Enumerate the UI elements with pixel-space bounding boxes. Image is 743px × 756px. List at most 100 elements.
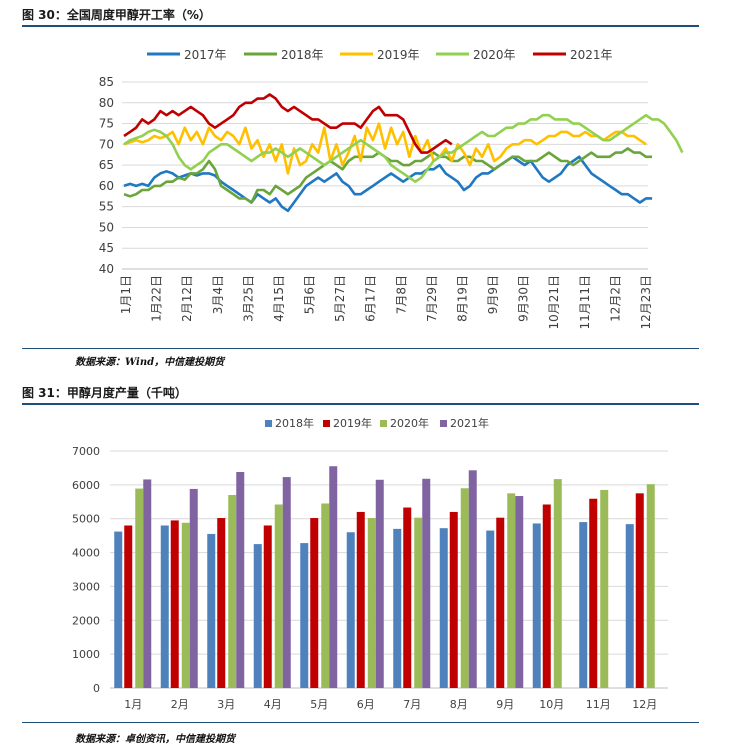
bar-2018年-10月 [532,523,541,688]
bar-2019年-8月 [449,511,458,688]
x-tick-label: 7月8日 [394,275,408,314]
bar-2021年-8月 [468,470,477,688]
bar-2018年-2月 [160,525,169,688]
x-tick-label: 1月22日 [150,275,164,322]
bar-2018年-1月 [114,531,123,688]
bar-2021年-1月 [143,479,152,688]
y-tick-label: 70 [99,137,114,151]
bar-2018年-8月 [439,528,448,688]
y-tick-label: 0 [93,682,100,695]
y-tick-label: 5000 [72,513,100,526]
bar-2018年-11月 [579,522,588,688]
bar-2019年-7月 [403,507,412,688]
bar-2020年-3月 [228,495,237,688]
bar-2021年-3月 [236,471,245,688]
y-tick-label: 3000 [72,580,100,593]
bar-2020年-5月 [321,503,330,688]
x-tick-label: 6月17日 [364,275,378,322]
series-line-2021年 [123,93,453,154]
x-tick-label: 1月 [124,698,142,711]
y-tick-label: 85 [99,75,114,89]
title-rule-top [22,25,699,27]
bar-2020年-4月 [274,504,283,688]
series-line-2019年 [123,122,647,175]
bar-2021年-6月 [375,479,384,688]
bar-2020年-9月 [507,493,516,688]
x-tick-label: 2月12日 [180,275,194,322]
y-tick-label: 80 [99,96,114,110]
x-tick-label: 4月15日 [272,275,286,322]
bar-2018年-12月 [625,524,634,688]
x-tick-label: 5月6日 [303,275,317,314]
y-tick-label: 60 [99,179,114,193]
bar-2021年-2月 [189,488,198,688]
x-tick-label: 12月23日 [639,275,653,330]
legend-label: 2020年 [473,48,516,62]
figure-31-title: 图 31：甲醇月度产量（千吨） [22,386,187,400]
y-tick-label: 40 [99,262,114,276]
y-tick-label: 75 [99,117,114,131]
legend-label: 2017年 [184,48,227,62]
legend-swatch [380,420,387,427]
legend-label: 2018年 [281,48,324,62]
x-tick-label: 7月29日 [425,275,439,322]
legend-label: 2019年 [333,416,372,430]
source-rule-2 [22,722,699,723]
bar-chart: 0 1000 2000 3000 4000 5000 6000 7000 1月 2月 3月 4月 5月 6… [72,416,668,711]
bar-2021年-5月 [329,466,338,688]
x-tick-label: 8月19日 [455,275,469,322]
bar-2019年-2月 [170,520,179,688]
bar-2019年-5月 [310,518,319,688]
y-tick-label: 2000 [72,614,100,627]
x-tick-label: 7月 [403,698,421,711]
bar-2020年-10月 [553,479,562,688]
series-line-2017年 [123,155,653,213]
bar-2019年-1月 [124,525,133,688]
figure-31-source: 数据来源：卓创资讯，中信建投期货 [75,734,235,745]
bar-2020年-6月 [367,518,376,688]
figure-30-title: 图 30：全国周度甲醇开工率（%） [22,8,211,22]
bar-2020年-1月 [135,488,144,688]
x-tick-label: 9月30日 [517,275,531,322]
legend-swatch [323,420,330,427]
x-tick-label: 10月 [539,698,564,711]
series-line-2020年 [123,113,684,183]
x-tick-label: 4月 [264,698,282,711]
bar-2018年-6月 [346,532,355,688]
legend-label: 2021年 [450,416,489,430]
x-tick-label: 1月1日 [119,275,133,314]
y-tick-label: 6000 [72,479,100,492]
legend-label: 2020年 [390,416,429,430]
x-tick-label: 8月 [450,698,468,711]
bar-2021年-9月 [515,496,524,688]
bar-2021年-4月 [282,477,291,688]
legend-swatch [440,420,447,427]
x-tick-label: 3月4日 [211,275,225,314]
y-tick-label: 1000 [72,648,100,661]
bar-2020年-8月 [460,488,469,688]
x-tick-label: 11月 [586,698,611,711]
y-tick-label: 65 [99,158,114,172]
x-tick-label: 11月11日 [578,275,592,330]
x-tick-label: 9月 [496,698,514,711]
bar-2018年-5月 [300,543,309,688]
bar-2018年-9月 [486,530,495,688]
legend-swatch [265,420,272,427]
bar-2019年-9月 [496,517,505,688]
bar-2019年-6月 [356,511,365,688]
bar-2021年-7月 [422,478,431,688]
x-tick-label: 10月21日 [547,275,561,330]
legend-label: 2018年 [275,416,314,430]
bar-2019年-11月 [589,498,598,688]
y-tick-label: 45 [99,241,114,255]
y-tick-label: 4000 [72,547,100,560]
source-rule [22,348,699,349]
bar-2020年-2月 [181,522,190,688]
figure-30-source: 数据来源：Wind，中信建投期货 [75,357,225,368]
bar-2019年-12月 [635,493,644,688]
x-tick-label: 12月2日 [608,275,622,322]
line-chart: 40 45 50 55 60 65 70 75 80 85 1月1日 1月22日 2月12日 3月4日 3月… [99,48,684,330]
bar-2018年-7月 [393,528,402,688]
title-rule-top-2 [22,403,699,405]
bar-2018年-4月 [253,544,262,688]
